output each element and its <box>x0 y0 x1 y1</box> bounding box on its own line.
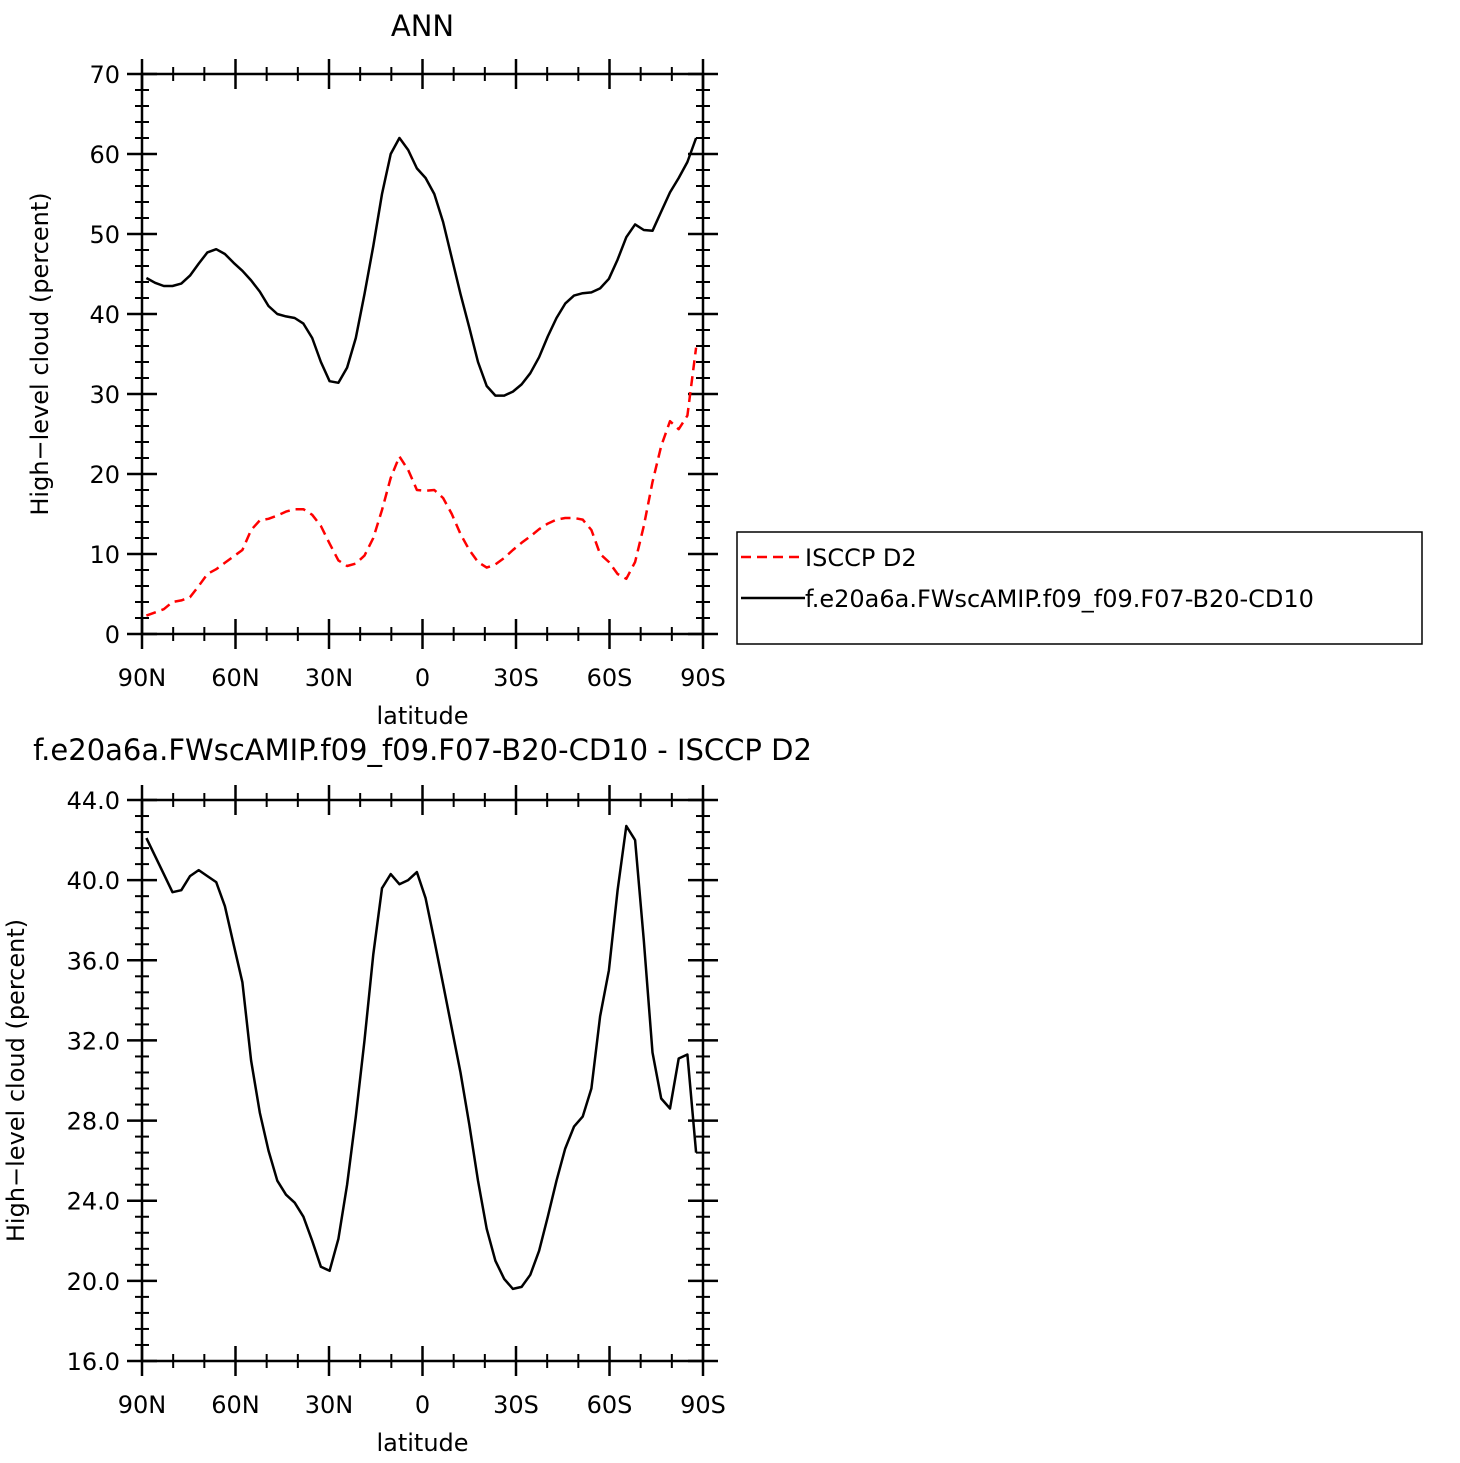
y-axis-label: High−level cloud (percent) <box>2 919 30 1242</box>
x-tick-label: 30N <box>305 664 354 692</box>
line-series <box>145 136 698 397</box>
y-tick-label: 60 <box>89 141 120 169</box>
y-tick-label: 32.0 <box>67 1027 120 1055</box>
x-axis-label: latitude <box>376 1429 468 1457</box>
y-tick-label: 20 <box>89 461 120 489</box>
line-series <box>145 347 698 617</box>
x-tick-label: 90S <box>680 664 726 692</box>
y-tick-label: 28.0 <box>67 1108 120 1136</box>
x-tick-label: 60S <box>587 1391 633 1419</box>
y-tick-label: 16.0 <box>67 1348 120 1376</box>
y-tick-label: 40.0 <box>67 867 120 895</box>
legend-label: f.e20a6a.FWscAMIP.f09_f09.F07-B20-CD10 <box>805 585 1314 613</box>
line-series <box>145 824 698 1291</box>
y-tick-label: 20.0 <box>67 1268 120 1296</box>
legend-box <box>736 531 1423 645</box>
x-tick-label: 60N <box>211 664 260 692</box>
y-tick-label: 44.0 <box>67 787 120 815</box>
x-tick-label: 0 <box>415 1391 430 1419</box>
x-axis-label: latitude <box>376 702 468 730</box>
legend-label: ISCCP D2 <box>805 544 917 572</box>
x-tick-label: 90N <box>118 664 167 692</box>
chart-title: ANN <box>391 9 454 43</box>
y-tick-label: 10 <box>89 541 120 569</box>
x-tick-label: 90N <box>118 1391 167 1419</box>
y-tick-label: 36.0 <box>67 947 120 975</box>
x-tick-label: 60N <box>211 1391 260 1419</box>
chart-title: f.e20a6a.FWscAMIP.f09_f09.F07-B20-CD10 -… <box>33 733 812 767</box>
y-tick-label: 24.0 <box>67 1188 120 1216</box>
x-tick-label: 30S <box>493 664 539 692</box>
x-tick-label: 60S <box>587 664 633 692</box>
y-tick-label: 0 <box>105 621 120 649</box>
y-tick-label: 40 <box>89 301 120 329</box>
x-tick-label: 90S <box>680 1391 726 1419</box>
x-tick-label: 30N <box>305 1391 354 1419</box>
x-tick-label: 30S <box>493 1391 539 1419</box>
x-tick-label: 0 <box>415 664 430 692</box>
y-axis-label: High−level cloud (percent) <box>26 192 54 515</box>
y-tick-label: 70 <box>89 61 120 89</box>
plot-frame <box>140 72 705 636</box>
y-tick-label: 50 <box>89 221 120 249</box>
y-tick-label: 30 <box>89 381 120 409</box>
